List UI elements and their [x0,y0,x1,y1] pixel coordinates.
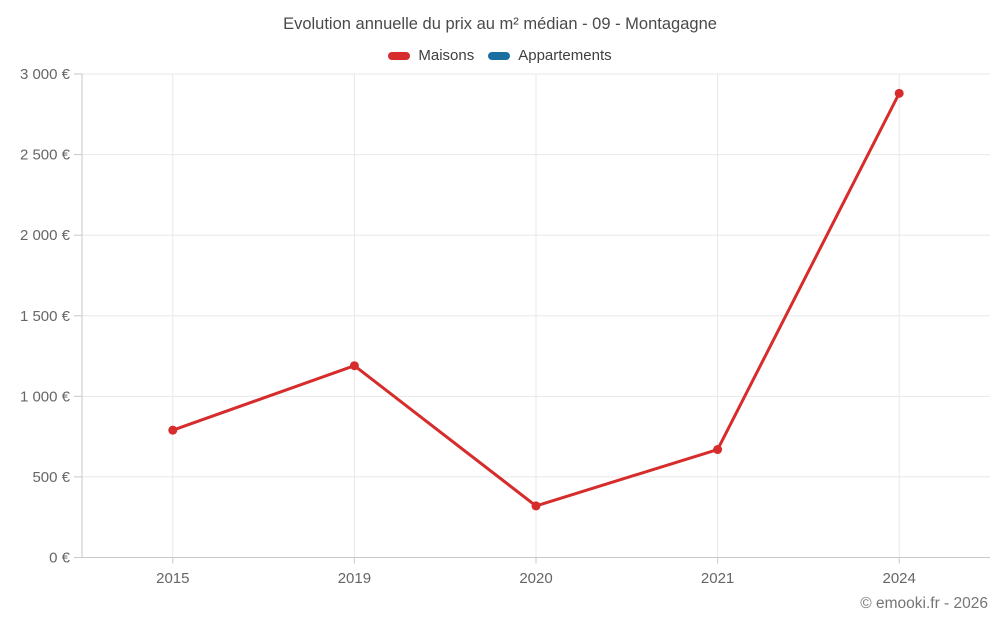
y-axis-label: 2 500 € [20,147,71,164]
data-point-maisons-2015[interactable] [168,425,178,435]
x-axis-label: 2024 [883,570,916,587]
data-point-maisons-2021[interactable] [713,445,723,455]
chart-title: Evolution annuelle du prix au m² médian … [283,15,717,33]
x-axis-label: 2020 [519,570,552,587]
maisons-swatch-icon [388,51,411,60]
data-point-maisons-2020[interactable] [531,501,541,511]
x-axis-label: 2021 [701,570,734,587]
legend: Maisons Appartements [0,47,1000,64]
legend-item-maisons[interactable]: Maisons [388,47,474,64]
y-axis-label: 1 500 € [20,308,71,325]
y-axis-label: 500 € [32,469,70,486]
x-axis-label: 2015 [156,570,189,587]
y-axis-label: 1 000 € [20,388,71,405]
x-axis-label: 2019 [338,570,371,587]
y-axis-label: 2 000 € [20,227,71,244]
y-axis-label: 0 € [49,550,71,567]
data-point-maisons-2024[interactable] [894,88,904,98]
data-point-maisons-2019[interactable] [349,361,359,371]
y-axis-label: 3 000 € [20,66,71,83]
legend-label-maisons: Maisons [418,47,475,64]
appartements-swatch-icon [488,51,511,60]
legend-item-appartements[interactable]: Appartements [488,47,612,64]
legend-label-appartements: Appartements [518,47,612,64]
copyright: © emooki.fr - 2026 [860,595,988,612]
